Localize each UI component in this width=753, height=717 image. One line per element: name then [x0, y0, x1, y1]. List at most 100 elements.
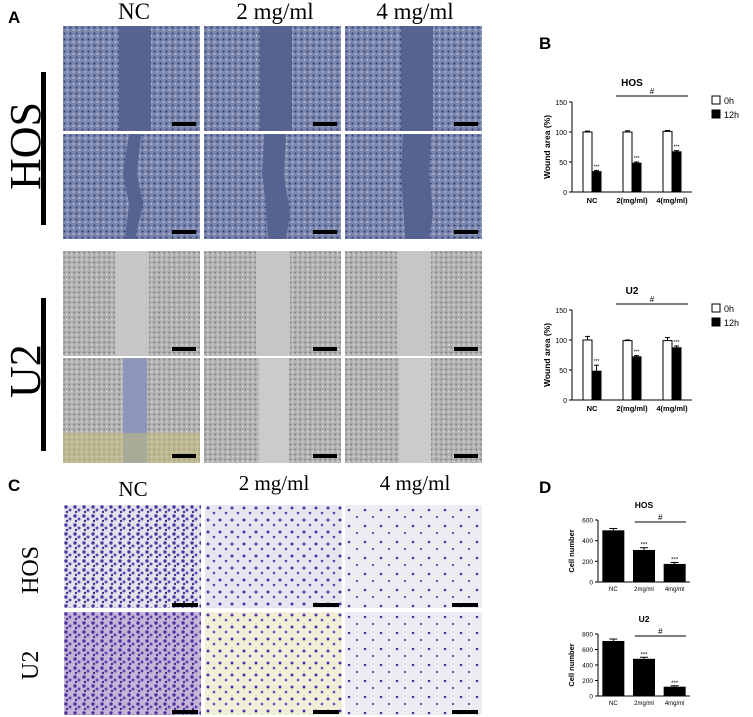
chart-d-hos: HOS 0 200 400 600 Cell number NC *** 2mg/ml *** 4m…	[560, 498, 720, 610]
scale-bar	[172, 122, 196, 126]
significance-marker: ***	[674, 340, 680, 346]
y-tick-label: 800	[582, 632, 593, 639]
chart-b-u2: U2 0 50 100 150 Wound area (%) *** NC *** 2(mg/ml…	[530, 280, 750, 420]
bracket-label: #	[650, 295, 655, 304]
wound-image-u2-4mg-12h	[345, 358, 482, 463]
chart-title: HOS	[635, 500, 654, 510]
significance-marker: ***	[594, 164, 600, 170]
panel-a-col-4mg: 4 mg/ml	[345, 0, 485, 25]
transwell-image-hos-nc	[64, 505, 201, 608]
scale-bar	[172, 603, 198, 607]
y-tick-label: 150	[555, 100, 567, 107]
panel-a-row-u2: U2	[0, 344, 51, 398]
x-tick-label: NC	[587, 196, 598, 205]
scale-bar	[454, 347, 478, 351]
panel-c-letter: C	[8, 476, 20, 496]
bar-12h	[592, 371, 601, 400]
significance-marker: ***	[594, 359, 600, 365]
bar	[602, 530, 624, 582]
panel-d-letter: D	[539, 478, 551, 498]
wound-image-hos-4mg-0h	[345, 26, 482, 131]
x-tick-label: 4(mg/ml)	[656, 404, 688, 413]
bar	[664, 687, 686, 696]
wound-image-u2-nc-0h	[63, 251, 200, 356]
y-axis-label: Wound area (%)	[542, 323, 552, 387]
transwell-image-u2-nc	[64, 612, 201, 715]
y-axis-label: Cell number	[567, 643, 576, 686]
wound-image-hos-4mg-12h	[345, 134, 482, 239]
scale-bar	[313, 710, 339, 714]
scale-bar	[172, 347, 196, 351]
scale-bar	[172, 454, 196, 458]
significance-marker: ***	[671, 681, 679, 687]
x-tick-label: 2(mg/ml)	[616, 196, 648, 205]
y-tick-label: 200	[582, 559, 593, 566]
panel-c-row-u2: U2	[18, 651, 45, 680]
bar-12h	[632, 163, 641, 192]
wound-image-u2-4mg-0h	[345, 251, 482, 356]
transwell-image-u2-4mg	[345, 612, 482, 715]
y-axis-label: Cell number	[567, 529, 576, 572]
legend-swatch	[712, 110, 720, 118]
wound-image-hos-2mg-0h	[204, 26, 341, 131]
bar	[602, 641, 624, 696]
legend-label: 12h	[724, 318, 739, 328]
scale-bar	[454, 122, 478, 126]
scale-bar	[454, 230, 478, 234]
legend-swatch	[712, 304, 720, 312]
bar-12h	[672, 348, 681, 400]
y-tick-label: 100	[555, 338, 567, 345]
panel-a-letter: A	[8, 8, 20, 28]
scale-bar	[172, 230, 196, 234]
legend-label: 12h	[724, 110, 739, 120]
scale-bar	[313, 122, 337, 126]
y-tick-label: 600	[582, 647, 593, 654]
x-tick-label: NC	[609, 701, 618, 707]
scale-bar	[452, 710, 478, 714]
chart-title: U2	[639, 614, 650, 624]
wound-image-u2-2mg-0h	[204, 251, 341, 356]
panel-b-letter: B	[539, 34, 551, 54]
transwell-image-u2-2mg	[205, 612, 342, 715]
scale-bar	[313, 347, 337, 351]
y-tick-label: 200	[582, 678, 593, 685]
y-tick-label: 50	[559, 160, 567, 167]
bar-12h	[592, 172, 601, 192]
x-tick-label: 4(mg/ml)	[656, 196, 688, 205]
y-axis-label: Wound area (%)	[542, 115, 552, 179]
y-tick-label: 150	[555, 308, 567, 315]
bracket-label: #	[658, 627, 663, 636]
bar-12h	[632, 357, 641, 400]
y-tick-label: 400	[582, 538, 593, 545]
y-tick-label: 0	[563, 190, 567, 197]
significance-marker: ***	[671, 557, 679, 563]
bracket-label: #	[650, 87, 655, 96]
chart-title: U2	[626, 286, 639, 297]
wound-image-u2-2mg-12h	[204, 358, 341, 463]
x-tick-label: 4mg/ml	[665, 587, 685, 593]
bar	[664, 564, 686, 582]
significance-marker: ***	[640, 652, 648, 658]
wound-image-hos-2mg-12h	[204, 134, 341, 239]
wound-image-hos-nc-0h	[63, 26, 200, 131]
transwell-image-hos-4mg	[345, 505, 482, 608]
significance-marker: ***	[634, 350, 640, 356]
scale-bar	[452, 603, 478, 607]
bar-0h	[583, 132, 592, 192]
bar	[633, 659, 655, 696]
y-tick-label: 0	[589, 580, 593, 587]
panel-c-col-nc: NC	[63, 477, 203, 502]
bar-0h	[583, 340, 592, 400]
x-tick-label: NC	[609, 587, 618, 593]
legend-label: 0h	[724, 96, 734, 106]
y-tick-label: 0	[589, 694, 593, 701]
bar-0h	[623, 341, 632, 400]
x-tick-label: NC	[587, 404, 598, 413]
transwell-image-hos-2mg	[205, 505, 342, 608]
bar-0h	[663, 131, 672, 192]
scale-bar	[454, 454, 478, 458]
wound-image-hos-nc-12h	[63, 134, 200, 239]
significance-marker: ***	[634, 156, 640, 162]
y-tick-label: 0	[563, 398, 567, 405]
chart-b-hos: HOS 0 50 100 150 Wound area (%) *** NC *** 2(mg/m…	[530, 72, 750, 212]
